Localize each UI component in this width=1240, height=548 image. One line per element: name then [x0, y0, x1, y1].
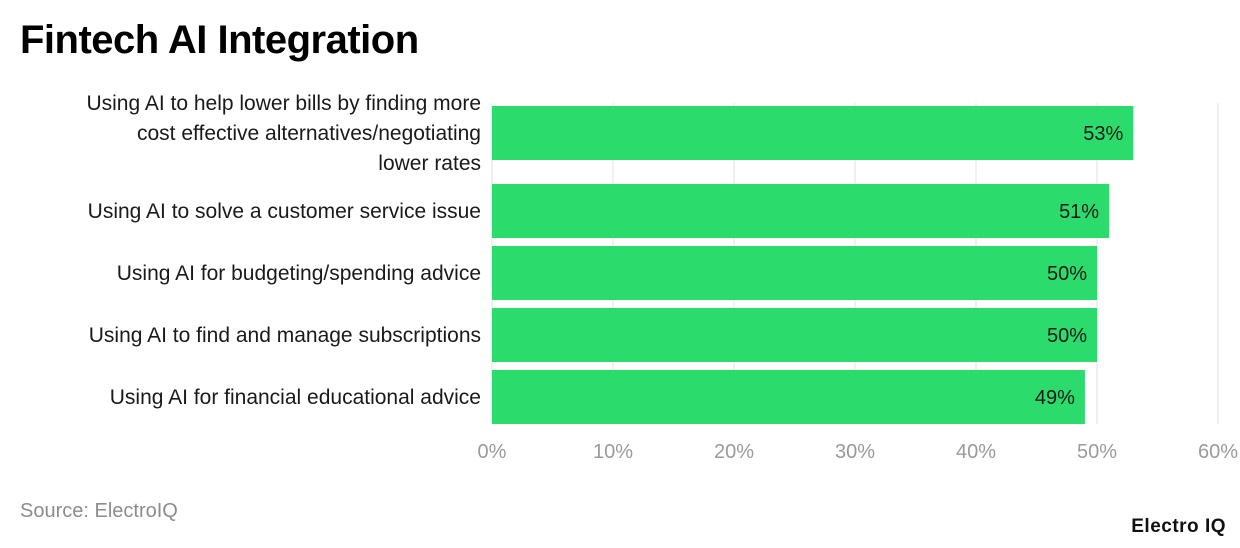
category-label-line: Using AI to help lower bills by finding …: [86, 92, 481, 115]
bar: [492, 106, 1134, 160]
brand-logo: Electro IQ: [1131, 516, 1226, 537]
category-label-line: Using AI for budgeting/spending advice: [117, 262, 481, 285]
category-label: Using AI to solve a customer service iss…: [88, 200, 481, 223]
category-label: Using AI to find and manage subscription…: [89, 324, 481, 347]
bar-value-label: 50%: [1047, 325, 1087, 347]
category-label-line: lower rates: [378, 152, 481, 175]
x-tick-label: 10%: [593, 441, 633, 463]
bar: [492, 184, 1110, 238]
x-tick-label: 40%: [956, 441, 996, 463]
x-tick-label: 20%: [714, 441, 754, 463]
x-tick-label: 60%: [1198, 441, 1238, 463]
chart-title: Fintech AI Integration: [20, 18, 419, 62]
bar-value-label: 50%: [1047, 263, 1087, 285]
category-label-line: Using AI for financial educational advic…: [110, 386, 481, 409]
x-tick-label: 30%: [835, 441, 875, 463]
bar: [492, 370, 1085, 424]
x-tick-label: 0%: [478, 441, 507, 463]
category-label-line: cost effective alternatives/negotiating: [137, 122, 481, 145]
category-label: Using AI for financial educational advic…: [110, 386, 481, 409]
x-tick-label: 50%: [1077, 441, 1117, 463]
category-label-line: Using AI to solve a customer service iss…: [88, 200, 481, 223]
category-label: Using AI to help lower bills by finding …: [86, 92, 481, 175]
bar-value-label: 49%: [1035, 387, 1075, 409]
category-label-line: Using AI to find and manage subscription…: [89, 324, 481, 347]
category-label: Using AI for budgeting/spending advice: [117, 262, 481, 285]
category-labels: Using AI to help lower bills by finding …: [86, 92, 481, 409]
bar-value-label: 53%: [1083, 123, 1123, 145]
x-axis-tick-labels: 0% 10% 20% 30% 40% 50% 60%: [478, 441, 1239, 463]
bar-value-label: 51%: [1059, 201, 1099, 223]
bar: [492, 246, 1097, 300]
bar: [492, 308, 1097, 362]
source-note: Source: ElectroIQ: [20, 500, 178, 522]
bars: 53% 51% 50% 50% 49%: [492, 106, 1134, 424]
